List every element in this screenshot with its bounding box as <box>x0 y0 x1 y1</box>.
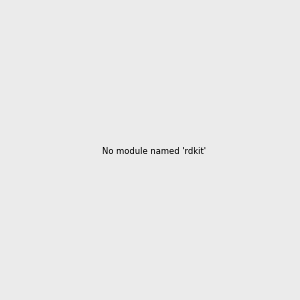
Text: No module named 'rdkit': No module named 'rdkit' <box>102 147 206 156</box>
